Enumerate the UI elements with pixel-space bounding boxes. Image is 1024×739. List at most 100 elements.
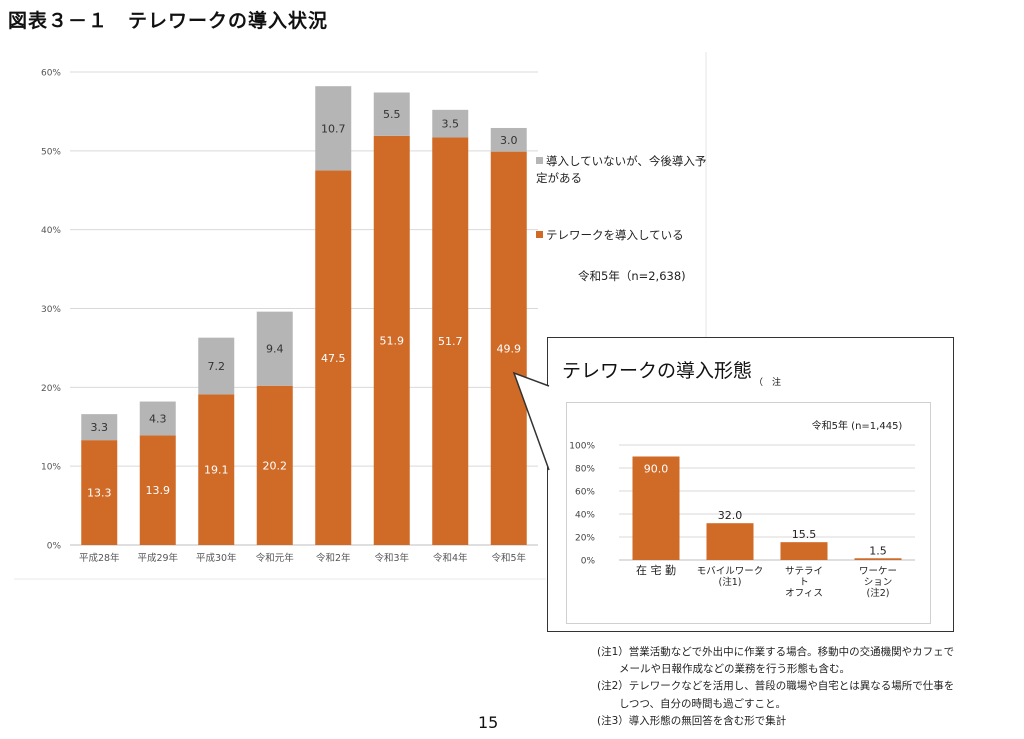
footnote-label: (注1） bbox=[597, 646, 629, 658]
main-x-tick-label: 令和3年 bbox=[374, 552, 409, 564]
footnote-line: メールや日報作成などの業務を行う形態も含む。 bbox=[597, 661, 954, 678]
legend-label-planned: 導入していないが、今後導入予定がある bbox=[536, 154, 707, 185]
main-x-tick-label: 令和5年 bbox=[491, 552, 526, 564]
inset-x-tick-label: (注2) bbox=[867, 587, 890, 599]
main-x-tick-label: 令和2年 bbox=[316, 552, 351, 564]
bar-adopted bbox=[315, 170, 352, 545]
bar-adopted-value-label: 13.3 bbox=[87, 487, 112, 500]
footnote-line: (注3）導入形態の無回答を含む形で集計 bbox=[597, 713, 954, 730]
inset-title: テレワークの導入形態（ 注 bbox=[562, 356, 781, 388]
bar-adopted bbox=[490, 151, 527, 545]
inset-x-tick-label: ション bbox=[864, 577, 893, 588]
inset-y-tick-label: 80% bbox=[575, 465, 595, 475]
main-y-tick-label: 60% bbox=[41, 69, 61, 79]
main-y-tick-label: 50% bbox=[41, 147, 61, 157]
footnote-text: 導入形態の無回答を含む形で集計 bbox=[628, 714, 787, 727]
inset-x-tick-label: (注1) bbox=[719, 576, 742, 588]
bar-adopted bbox=[432, 137, 469, 545]
bar-adopted-value-label: 51.9 bbox=[380, 334, 405, 347]
inset-chart-frame: 0% 20% 40% 60% 80% 100% 令和5年 (n=1,445) 90.0 在 宅 … bbox=[566, 402, 931, 624]
footnote-text: テレワークなどを活用し、普段の職場や自宅とは異なる場所で仕事を bbox=[628, 680, 955, 693]
inset-x-tick-label: モバイルワーク bbox=[697, 566, 764, 577]
bar-planned bbox=[256, 311, 293, 386]
main-y-tick-label: 30% bbox=[41, 305, 61, 315]
inset-panel: テレワークの導入形態（ 注 0% 20% 40% 60% 80% 100% 令和5年 (n=… bbox=[547, 337, 954, 632]
inset-bar bbox=[854, 558, 902, 560]
inset-bar-value-label: 32.0 bbox=[718, 509, 743, 522]
inset-bar-value-label: 1.5 bbox=[869, 544, 887, 557]
bar-adopted-value-label: 19.1 bbox=[204, 464, 229, 477]
legend-label-adopted: テレワークを導入している bbox=[546, 228, 684, 242]
inset-x-tick-label: 在 宅 勤 bbox=[636, 563, 676, 577]
bar-planned-value-label: 7.2 bbox=[208, 360, 226, 373]
page-title: 図表３－１ テレワークの導入状況 bbox=[8, 10, 329, 32]
main-y-tick-label: 0% bbox=[47, 542, 62, 552]
inset-bar bbox=[632, 456, 680, 560]
inset-bar-value-label: 90.0 bbox=[644, 463, 669, 476]
legend-swatch-gray bbox=[536, 157, 543, 164]
inset-bar bbox=[706, 523, 754, 560]
footnote-label: (注3） bbox=[597, 714, 629, 727]
footnote-label: (注2） bbox=[597, 680, 629, 693]
main-x-tick-label: 平成29年 bbox=[137, 552, 178, 564]
bar-planned-value-label: 3.0 bbox=[500, 134, 518, 147]
inset-y-tick-label: 40% bbox=[575, 511, 595, 521]
inset-x-tick-label: オフィス bbox=[785, 588, 823, 599]
bar-adopted-value-label: 20.2 bbox=[263, 459, 288, 472]
bar-planned-value-label: 3.5 bbox=[442, 118, 460, 131]
inset-title-text: テレワークの導入形態 bbox=[562, 360, 753, 382]
legend-swatch-orange bbox=[536, 231, 543, 238]
main-y-tick-label: 20% bbox=[41, 384, 61, 394]
main-y-tick-label: 10% bbox=[41, 463, 61, 473]
footnote-text: 営業活動などで外出中に作業する場合。移動中の交通機関やカフェで bbox=[628, 646, 955, 658]
bar-adopted bbox=[198, 394, 235, 545]
bar-adopted-value-label: 49.9 bbox=[497, 342, 522, 355]
inset-y-tick-label: 60% bbox=[575, 488, 595, 498]
footnote-line: しつつ、自分の時間も過ごすこと。 bbox=[597, 696, 954, 713]
bar-planned bbox=[139, 401, 176, 436]
inset-x-tick-label: ト bbox=[799, 577, 809, 588]
bar-planned bbox=[490, 127, 527, 152]
footnotes: (注1）営業活動などで外出中に作業する場合。移動中の交通機関やカフェでメールや日… bbox=[597, 644, 954, 730]
bar-adopted bbox=[139, 435, 176, 545]
bar-planned bbox=[315, 86, 352, 171]
main-chart-sample-note: 令和5年（n=2,638) bbox=[578, 269, 686, 283]
bar-adopted-value-label: 47.5 bbox=[321, 352, 346, 365]
bar-planned bbox=[81, 414, 118, 441]
bar-planned bbox=[198, 337, 235, 395]
bar-planned-value-label: 5.5 bbox=[383, 108, 401, 121]
page-number: 15 bbox=[478, 713, 499, 732]
legend-item-adopted: テレワークを導入している bbox=[536, 227, 708, 244]
bar-planned-value-label: 4.3 bbox=[149, 412, 167, 425]
inset-bar-value-label: 15.5 bbox=[792, 528, 817, 541]
main-x-tick-label: 令和4年 bbox=[433, 552, 468, 564]
inset-x-tick-label: ワーケー bbox=[859, 566, 897, 577]
footnote-text: メールや日報作成などの業務を行う形態も含む。 bbox=[619, 663, 850, 676]
bar-planned-value-label: 10.7 bbox=[321, 122, 346, 135]
bar-planned bbox=[432, 109, 469, 138]
bar-planned bbox=[373, 92, 410, 136]
inset-y-tick-label: 100% bbox=[569, 442, 595, 452]
bar-adopted bbox=[81, 440, 118, 545]
legend-item-planned: 導入していないが、今後導入予定がある bbox=[536, 153, 708, 187]
inset-y-tick-label: 0% bbox=[581, 557, 596, 567]
bar-planned-value-label: 9.4 bbox=[266, 343, 284, 356]
inset-title-note-fragment: （ 注 bbox=[754, 378, 782, 388]
bar-adopted-value-label: 51.7 bbox=[438, 335, 463, 348]
bar-planned-value-label: 3.3 bbox=[91, 421, 109, 434]
footnote-line: (注2）テレワークなどを活用し、普段の職場や自宅とは異なる場所で仕事を bbox=[597, 678, 954, 695]
bar-adopted-value-label: 13.9 bbox=[146, 484, 171, 497]
bar-adopted bbox=[373, 135, 410, 546]
main-y-tick-label: 40% bbox=[41, 226, 61, 236]
inset-x-tick-label: サテライ bbox=[785, 566, 823, 577]
inset-sample-note: 令和5年 (n=1,445) bbox=[812, 419, 903, 432]
main-x-tick-label: 平成28年 bbox=[79, 552, 120, 564]
bar-adopted bbox=[256, 385, 293, 545]
main-x-tick-label: 平成30年 bbox=[196, 552, 237, 564]
footnote-line: (注1）営業活動などで外出中に作業する場合。移動中の交通機関やカフェで bbox=[597, 644, 954, 661]
inset-y-tick-label: 20% bbox=[575, 534, 595, 544]
inset-bar-chart: 0% 20% 40% 60% 80% 100% 令和5年 (n=1,445) 90.0 在 宅 … bbox=[569, 419, 915, 599]
footnote-text: しつつ、自分の時間も過ごすこと。 bbox=[619, 697, 787, 710]
main-x-tick-label: 令和元年 bbox=[256, 552, 295, 564]
